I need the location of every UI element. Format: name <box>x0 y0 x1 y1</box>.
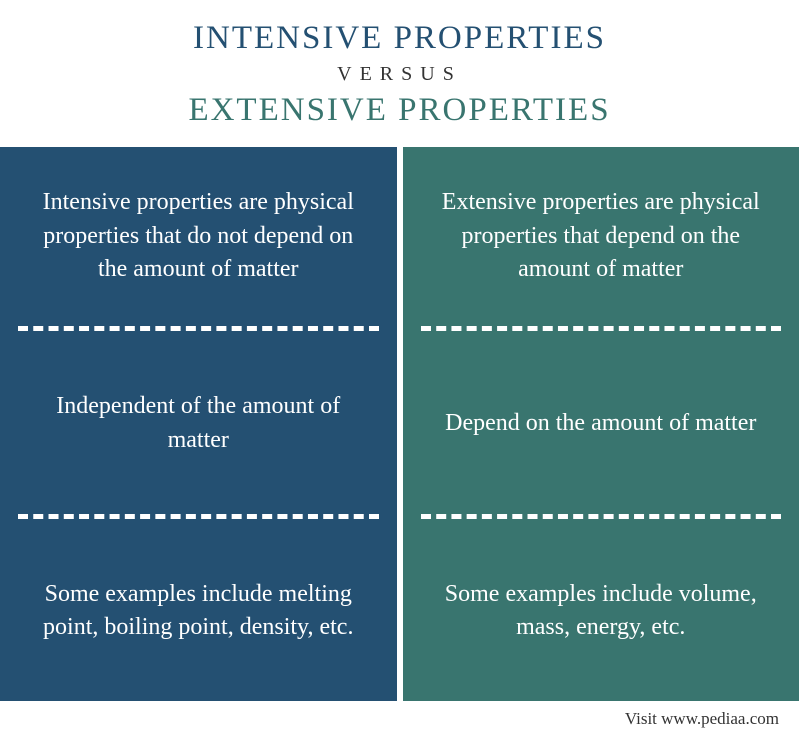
cell-dependency: Independent of the amount of matter <box>0 334 397 513</box>
row-divider <box>18 514 379 522</box>
row-divider <box>18 326 379 334</box>
title-extensive: EXTENSIVE PROPERTIES <box>20 92 779 129</box>
cell-dependency: Depend on the amount of matter <box>403 334 799 513</box>
cell-definition: Intensive properties are physical proper… <box>0 147 397 326</box>
versus-label: VERSUS <box>20 63 779 86</box>
row-divider <box>421 326 782 334</box>
cell-definition: Extensive properties are physical proper… <box>403 147 799 326</box>
column-intensive: Intensive properties are physical proper… <box>0 147 397 701</box>
title-intensive: INTENSIVE PROPERTIES <box>20 20 779 57</box>
cell-examples: Some examples include volume, mass, ener… <box>403 522 799 701</box>
header: INTENSIVE PROPERTIES VERSUS EXTENSIVE PR… <box>0 0 799 147</box>
footer-credit: Visit www.pediaa.com <box>0 701 799 741</box>
column-extensive: Extensive properties are physical proper… <box>403 147 799 701</box>
cell-examples: Some examples include melting point, boi… <box>0 522 397 701</box>
comparison-grid: Intensive properties are physical proper… <box>0 147 799 701</box>
row-divider <box>421 514 782 522</box>
